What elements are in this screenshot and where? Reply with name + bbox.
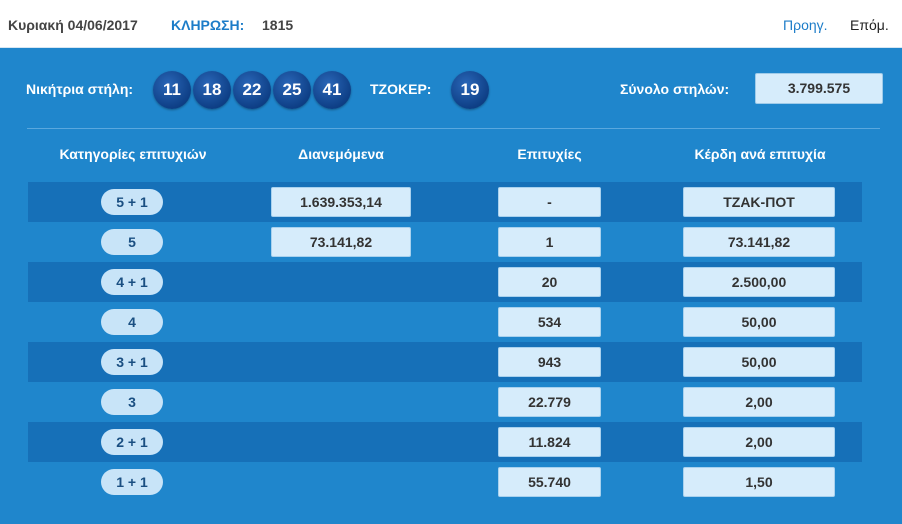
table-row: 2 + 1 11.824 2,00 (28, 422, 862, 462)
winners-value: - (498, 187, 601, 217)
header-winners: Επιτυχίες (517, 146, 582, 162)
previous-draw-link[interactable]: Προηγ. (783, 17, 828, 33)
winners-value: 11.824 (498, 427, 601, 457)
draw-number: 1815 (262, 17, 294, 33)
winning-number-ball: 22 (233, 71, 271, 109)
table-row: 4 + 1 20 2.500,00 (28, 262, 862, 302)
category-badge: 5 + 1 (101, 189, 163, 215)
category-badge: 1 + 1 (101, 469, 163, 495)
winning-number-ball: 11 (153, 71, 191, 109)
category-badge: 3 + 1 (101, 349, 163, 375)
prize-value: ΤΖΑΚ-ΠΟΤ (683, 187, 835, 217)
top-bar: Κυριακή 04/06/2017 ΚΛΗΡΩΣΗ: 1815 Προηγ. … (0, 0, 902, 48)
draw-date: Κυριακή 04/06/2017 (8, 17, 138, 33)
table-row: 3 + 1 943 50,00 (28, 342, 862, 382)
header-categories: Κατηγορίες επιτυχιών (59, 146, 207, 162)
winners-value: 55.740 (498, 467, 601, 497)
category-badge: 2 + 1 (101, 429, 163, 455)
category-badge: 4 (101, 309, 163, 335)
category-badge: 4 + 1 (101, 269, 163, 295)
winners-value: 22.779 (498, 387, 601, 417)
prize-value: 73.141,82 (683, 227, 835, 257)
table-row: 4 534 50,00 (28, 302, 862, 342)
joker-ball: 19 (451, 71, 489, 109)
distributed-value: 1.639.353,14 (271, 187, 411, 217)
table-row: 5 + 1 1.639.353,14 - ΤΖΑΚ-ΠΟΤ (28, 182, 862, 222)
winners-value: 534 (498, 307, 601, 337)
winners-value: 20 (498, 267, 601, 297)
table-row: 1 + 1 55.740 1,50 (28, 462, 862, 502)
table-row: 5 73.141,82 1 73.141,82 (28, 222, 862, 262)
total-columns-value: 3.799.575 (755, 73, 883, 104)
prize-value: 50,00 (683, 347, 835, 377)
prize-value: 50,00 (683, 307, 835, 337)
joker-label: ΤΖΟΚΕΡ: (370, 81, 432, 97)
category-badge: 3 (101, 389, 163, 415)
winning-number-ball: 18 (193, 71, 231, 109)
prize-value: 2,00 (683, 427, 835, 457)
next-draw-link[interactable]: Επόμ. (850, 17, 889, 33)
prize-value: 1,50 (683, 467, 835, 497)
winners-value: 1 (498, 227, 601, 257)
category-badge: 5 (101, 229, 163, 255)
total-columns-label: Σύνολο στηλών: (620, 81, 730, 97)
winning-numbers-label: Νικήτρια στήλη: (26, 81, 134, 97)
distributed-value: 73.141,82 (271, 227, 411, 257)
divider (27, 128, 880, 129)
results-panel: Νικήτρια στήλη: 11 18 22 25 41 ΤΖΟΚΕΡ: 1… (0, 48, 902, 524)
winning-number-ball: 41 (313, 71, 351, 109)
header-distributed: Διανεμόμενα (298, 146, 384, 162)
table-row: 3 22.779 2,00 (28, 382, 862, 422)
header-prize-per-winner: Κέρδη ανά επιτυχία (694, 146, 826, 162)
draw-label: ΚΛΗΡΩΣΗ: (171, 17, 245, 33)
prize-value: 2.500,00 (683, 267, 835, 297)
winners-value: 943 (498, 347, 601, 377)
winning-number-ball: 25 (273, 71, 311, 109)
prize-value: 2,00 (683, 387, 835, 417)
